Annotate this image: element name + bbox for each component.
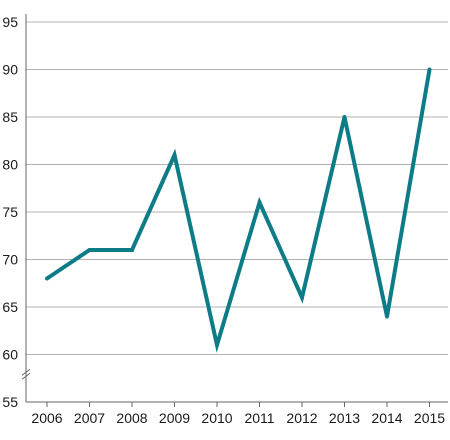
data-point-2006 xyxy=(45,276,49,281)
x-tick-label-2006: 2006 xyxy=(31,410,62,426)
y-tick-label-85: 85 xyxy=(2,109,18,125)
x-tick-label-2011: 2011 xyxy=(244,410,274,426)
data-point-2010 xyxy=(215,343,219,347)
x-tick-label-2009: 2009 xyxy=(159,410,190,426)
data-point-2008 xyxy=(130,248,134,252)
y-tick-label-60: 60 xyxy=(2,347,18,363)
data-point-2015 xyxy=(427,67,432,72)
data-point-2012 xyxy=(300,295,304,300)
data-point-2007 xyxy=(87,248,92,252)
x-tick-label-2007: 2007 xyxy=(74,410,105,426)
data-point-2014 xyxy=(385,314,389,319)
tick-labels: 55 60 65 70 75 80 85 90 95 2006 2007 2008 2009 2010 20… xyxy=(2,14,445,426)
data-point-2011 xyxy=(257,200,262,205)
x-tick-label-2014: 2014 xyxy=(371,410,402,426)
y-tick-label-70: 70 xyxy=(2,252,18,268)
x-tick-label-2013: 2013 xyxy=(329,410,360,426)
y-tick-label-80: 80 xyxy=(2,157,18,173)
axes xyxy=(21,14,448,407)
y-tick-label-75: 75 xyxy=(2,204,18,220)
y-tick-label-65: 65 xyxy=(2,299,18,315)
gridlines xyxy=(26,21,448,355)
series-layer xyxy=(45,67,432,353)
data-point-2013 xyxy=(342,115,347,119)
y-tick-label-95: 95 xyxy=(2,14,18,30)
axis-break-mark-2 xyxy=(21,372,31,380)
series-line-0 xyxy=(45,69,432,353)
x-tick-label-2012: 2012 xyxy=(286,410,317,426)
axis-break-mark-1 xyxy=(21,368,31,376)
y-tick-label-55: 55 xyxy=(2,394,18,410)
y-tick-label-90: 90 xyxy=(2,62,18,78)
x-tick-label-2008: 2008 xyxy=(116,410,147,426)
data-point-2009 xyxy=(172,153,177,157)
x-tick-label-2015: 2015 xyxy=(414,410,445,426)
x-tick-label-2010: 2010 xyxy=(201,410,232,426)
